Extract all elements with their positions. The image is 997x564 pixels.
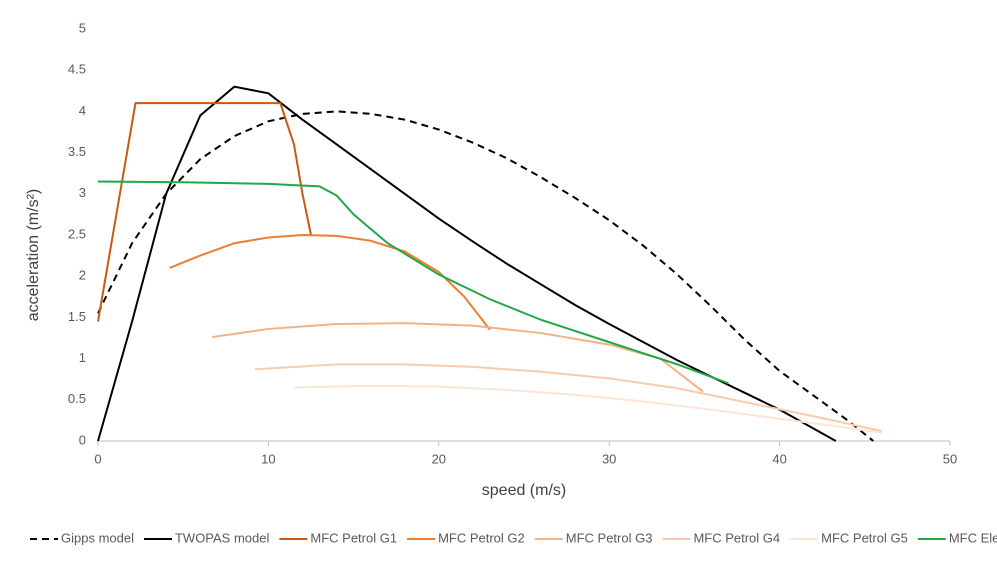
y-tick-label: 4: [79, 103, 86, 118]
series-line: [254, 363, 883, 433]
y-tick-label: 1.5: [68, 309, 86, 324]
legend-label: MFC Petrol G5: [821, 530, 908, 545]
x-tick-label: 40: [772, 451, 786, 466]
y-tick-label: 0.5: [68, 391, 86, 406]
y-tick-label: 2: [79, 268, 86, 283]
y-tick-label: 4.5: [68, 62, 86, 77]
legend-label: Gipps model: [61, 530, 134, 545]
series-line: [293, 384, 882, 434]
y-tick-label: 5: [79, 20, 86, 35]
x-axis-label: speed (m/s): [482, 482, 566, 499]
legend-label: MFC Petrol G4: [693, 530, 780, 545]
x-tick-label: 10: [261, 451, 275, 466]
legend-label: MFC Petrol G2: [438, 530, 525, 545]
y-tick-label: 0: [79, 432, 86, 447]
legend-label: TWOPAS model: [175, 530, 270, 545]
y-tick-label: 3: [79, 185, 86, 200]
y-tick-label: 2.5: [68, 226, 86, 241]
series-line: [169, 233, 491, 331]
series-line: [97, 102, 312, 322]
legend-label: MFC Petrol G1: [310, 530, 397, 545]
x-tick-label: 30: [602, 451, 616, 466]
x-tick-label: 0: [94, 451, 101, 466]
x-tick-label: 50: [943, 451, 957, 466]
y-tick-label: 3.5: [68, 144, 86, 159]
series-line: [97, 110, 874, 442]
x-tick-label: 20: [432, 451, 446, 466]
legend-label: MFC Petrol G3: [566, 530, 653, 545]
series-line: [97, 180, 729, 385]
y-tick-label: 1: [79, 350, 86, 365]
y-axis-label: acceleration (m/s²): [25, 189, 42, 321]
legend-label: MFC Electric: [949, 530, 997, 545]
